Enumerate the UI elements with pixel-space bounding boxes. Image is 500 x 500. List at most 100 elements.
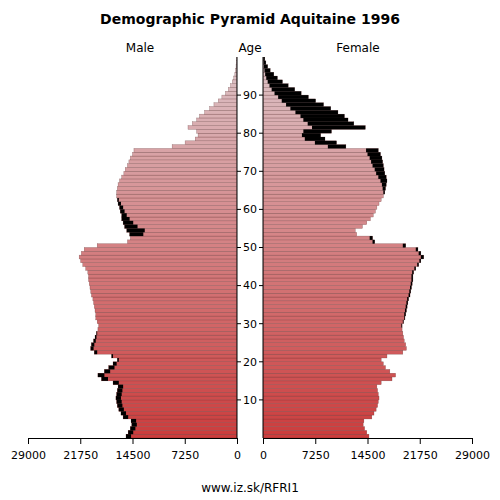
bar (263, 129, 331, 133)
excess-bar (411, 278, 412, 282)
bar (263, 152, 380, 156)
bar (231, 84, 237, 88)
tick: 14500 (351, 438, 386, 462)
excess-bar (405, 308, 406, 312)
bar (263, 68, 270, 72)
bar (104, 369, 237, 373)
bar (89, 282, 237, 286)
bar (263, 415, 372, 419)
excess-bar (403, 244, 406, 248)
tick-mark (259, 133, 263, 134)
excess-bar (117, 400, 122, 404)
bar (118, 385, 237, 389)
excess-bar (269, 84, 288, 88)
bar (133, 152, 238, 156)
bar (197, 129, 237, 133)
bar (119, 408, 237, 412)
tick-mark (263, 438, 264, 444)
bar (91, 289, 237, 293)
excess-bar (264, 68, 270, 72)
excess-bar (125, 225, 138, 229)
bar (263, 350, 403, 354)
excess-bar (419, 259, 420, 263)
tick: 21750 (63, 438, 98, 462)
bar (263, 171, 385, 175)
excess-bar (380, 179, 386, 183)
bar (263, 65, 268, 69)
excess-bar (130, 232, 144, 236)
excess-bar (264, 65, 268, 69)
bar (96, 312, 237, 316)
excess-bar (370, 236, 373, 240)
bar (91, 343, 237, 347)
excess-bar (130, 427, 135, 431)
tick-mark (259, 361, 263, 362)
bar (263, 80, 282, 84)
excess-bar (376, 171, 385, 175)
excess-bar (303, 129, 331, 133)
tick-mark (315, 438, 316, 444)
tick-mark (259, 247, 263, 248)
bar (263, 377, 392, 381)
excess-bar (121, 411, 126, 415)
bar (263, 373, 396, 377)
excess-bar (373, 240, 375, 244)
tick-label: 0 (234, 449, 241, 462)
bar (98, 328, 237, 332)
bar (263, 122, 354, 126)
tick-mark (472, 438, 473, 444)
bar (94, 305, 237, 309)
bar (117, 198, 237, 202)
excess-bar (290, 107, 330, 111)
bar (263, 213, 373, 217)
bar (263, 107, 331, 111)
bar (263, 427, 365, 431)
excess-bar (128, 430, 133, 434)
bar (263, 388, 378, 392)
tick: 29000 (11, 438, 46, 462)
bar (263, 434, 369, 438)
bar (116, 396, 237, 400)
excess-bar (371, 160, 383, 164)
tick-mark (133, 438, 134, 444)
tick-label: 70 (243, 165, 257, 178)
excess-bar (312, 126, 365, 130)
bar (263, 297, 409, 301)
x-axis-male: 07250145002175029000 (11, 438, 241, 462)
bar (263, 278, 413, 282)
bar (127, 228, 237, 232)
bar (263, 248, 418, 252)
bar (197, 118, 237, 122)
bar (130, 236, 237, 240)
bar (117, 190, 237, 194)
bar (263, 343, 406, 347)
tick-mark (80, 438, 81, 444)
excess-bar (411, 274, 412, 278)
excess-bar (113, 381, 119, 385)
bar (172, 145, 237, 149)
bar (232, 80, 237, 84)
bar (96, 331, 237, 335)
tick-label: 80 (243, 127, 257, 140)
footer: www.iz.sk/RFRI1 (201, 481, 299, 495)
tick-mark (237, 247, 241, 248)
excess-bar (118, 202, 121, 206)
excess-bar (409, 293, 410, 297)
tick-mark (259, 323, 263, 324)
bar (95, 308, 237, 312)
bar (96, 316, 237, 320)
excess-bar (383, 190, 384, 194)
excess-bar (315, 141, 337, 145)
bars-female (263, 57, 424, 438)
bar (89, 274, 237, 278)
bar (263, 187, 386, 191)
bar (263, 156, 382, 160)
excess-bar (117, 358, 118, 362)
bar (118, 202, 237, 206)
bar (263, 217, 370, 221)
bar (195, 137, 237, 141)
excess-bar (378, 175, 386, 179)
excess-bar (366, 148, 378, 152)
tick: 29000 (455, 438, 490, 462)
bar (263, 114, 344, 118)
